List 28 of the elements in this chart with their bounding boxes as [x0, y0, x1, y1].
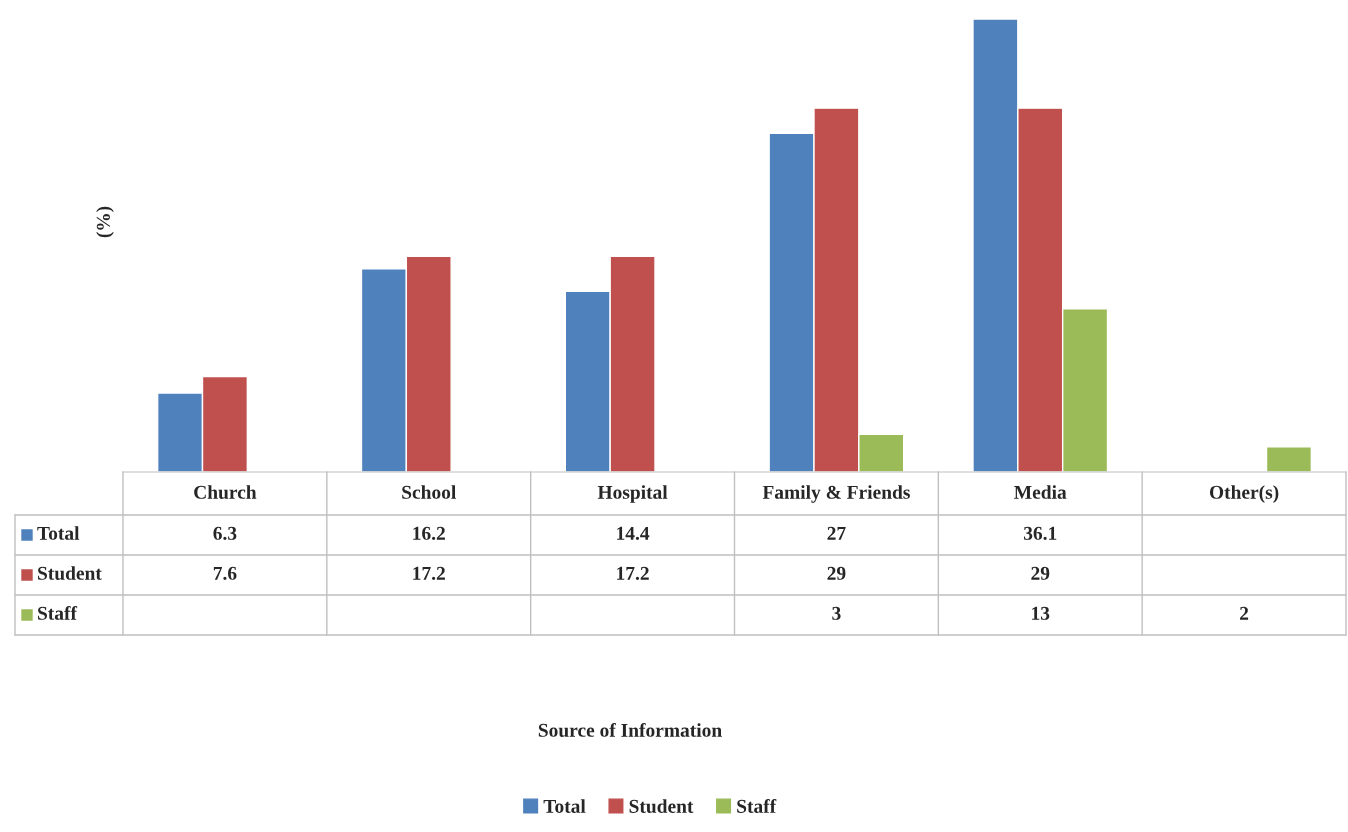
x-tick-label: Family & Friends: [762, 485, 910, 503]
x-tick-label: School: [402, 485, 456, 499]
data-label: 3: [832, 606, 841, 620]
text: Total: [543, 799, 586, 813]
data-label: 7.6: [213, 566, 237, 580]
x-tick-label: Media: [1014, 485, 1067, 499]
data-label: 36.1: [1023, 526, 1057, 540]
data-label: 6.3: [213, 526, 237, 540]
data-label: 17.2: [617, 566, 649, 580]
data-label: 17.2: [413, 566, 445, 580]
source-note: Source of Information: [538, 722, 722, 737]
data-label: 29: [1031, 566, 1050, 580]
x-tick-label: Church: [194, 485, 257, 499]
y-axis-title: (%): [96, 206, 114, 238]
legend-label: Student: [38, 566, 102, 580]
data-label: 13: [1032, 606, 1050, 620]
legend-label: Total: [37, 526, 80, 540]
data-label: 16.2: [413, 526, 445, 540]
text: Student: [629, 799, 694, 813]
data-label: 2: [1240, 606, 1249, 620]
text: Staff: [38, 605, 78, 620]
x-tick-label: Other(s): [1209, 485, 1279, 503]
x-tick-label: Hospital: [597, 485, 668, 503]
bar: [1265, 446, 1313, 472]
data-label: 29: [827, 566, 846, 580]
data-label: 27: [827, 526, 846, 540]
legend-label: Staff: [737, 799, 777, 813]
data-label: 14.4: [617, 526, 650, 540]
